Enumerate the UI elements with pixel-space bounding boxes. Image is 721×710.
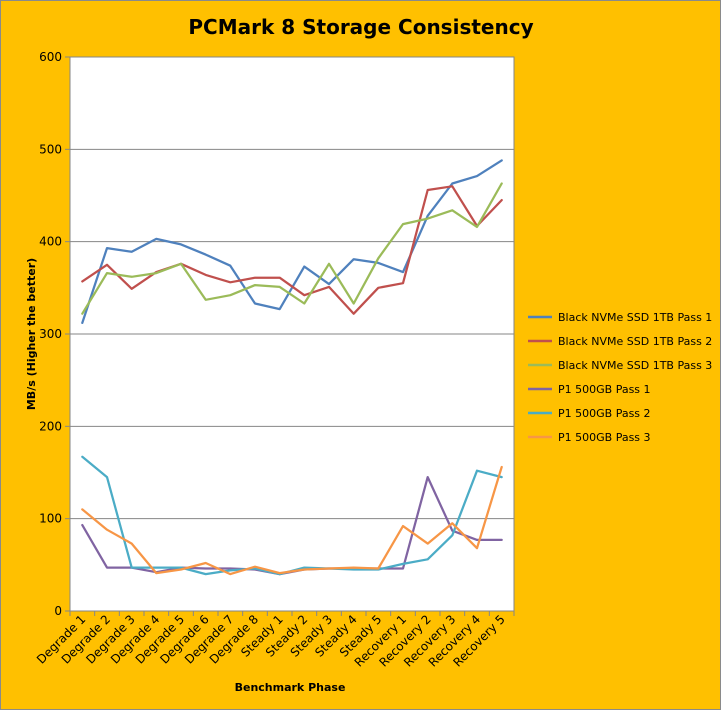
y-tick-label: 100 <box>39 512 62 526</box>
series-line-2 <box>81 185 503 315</box>
y-axis-title: MB/s (Higher the better) <box>25 258 38 410</box>
y-tick-label: 400 <box>39 235 62 249</box>
legend-label-3: Black NVMe SSD 1TB Pass 3 <box>558 359 712 372</box>
legend: Black NVMe SSD 1TB Pass 1 Black NVMe SSD … <box>528 311 712 444</box>
series-line-1 <box>81 159 503 325</box>
series-lines <box>81 159 503 576</box>
legend-label-5: P1 500GB Pass 2 <box>558 407 651 420</box>
legend-label-2: Black NVMe SSD 1TB Pass 2 <box>558 335 712 348</box>
x-axis-title: Benchmark Phase <box>235 681 346 694</box>
gridlines <box>70 148 514 520</box>
legend-label-4: P1 500GB Pass 1 <box>558 383 651 396</box>
y-tick-label: 500 <box>39 142 62 156</box>
y-tick-label: 0 <box>54 604 62 618</box>
series-line-6 <box>81 465 503 576</box>
y-tick-label: 200 <box>39 419 62 433</box>
legend-label-1: Black NVMe SSD 1TB Pass 1 <box>558 311 712 324</box>
y-axis-ticks: 0 100 200 300 400 500 600 <box>39 50 70 618</box>
chart-title: PCMark 8 Storage Consistency <box>188 15 533 39</box>
y-tick-label: 600 <box>39 50 62 64</box>
series-line-3 <box>81 182 503 315</box>
legend-label-6: P1 500GB Pass 3 <box>558 431 651 444</box>
y-tick-label: 300 <box>39 327 62 341</box>
